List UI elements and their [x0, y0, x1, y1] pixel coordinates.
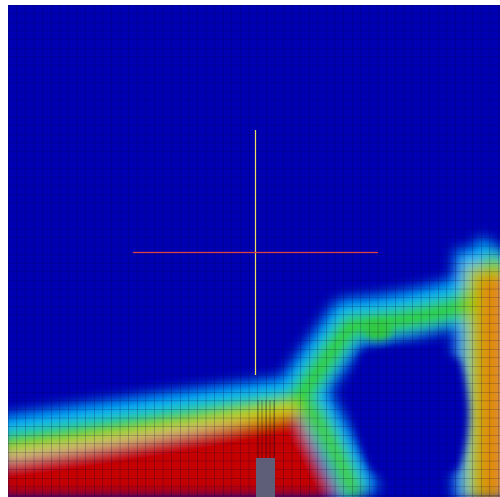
obstacle — [256, 458, 275, 497]
contour-field — [0, 5, 500, 497]
field-view — [0, 0, 500, 497]
mesh-grid — [8, 5, 500, 497]
page — [0, 0, 500, 497]
